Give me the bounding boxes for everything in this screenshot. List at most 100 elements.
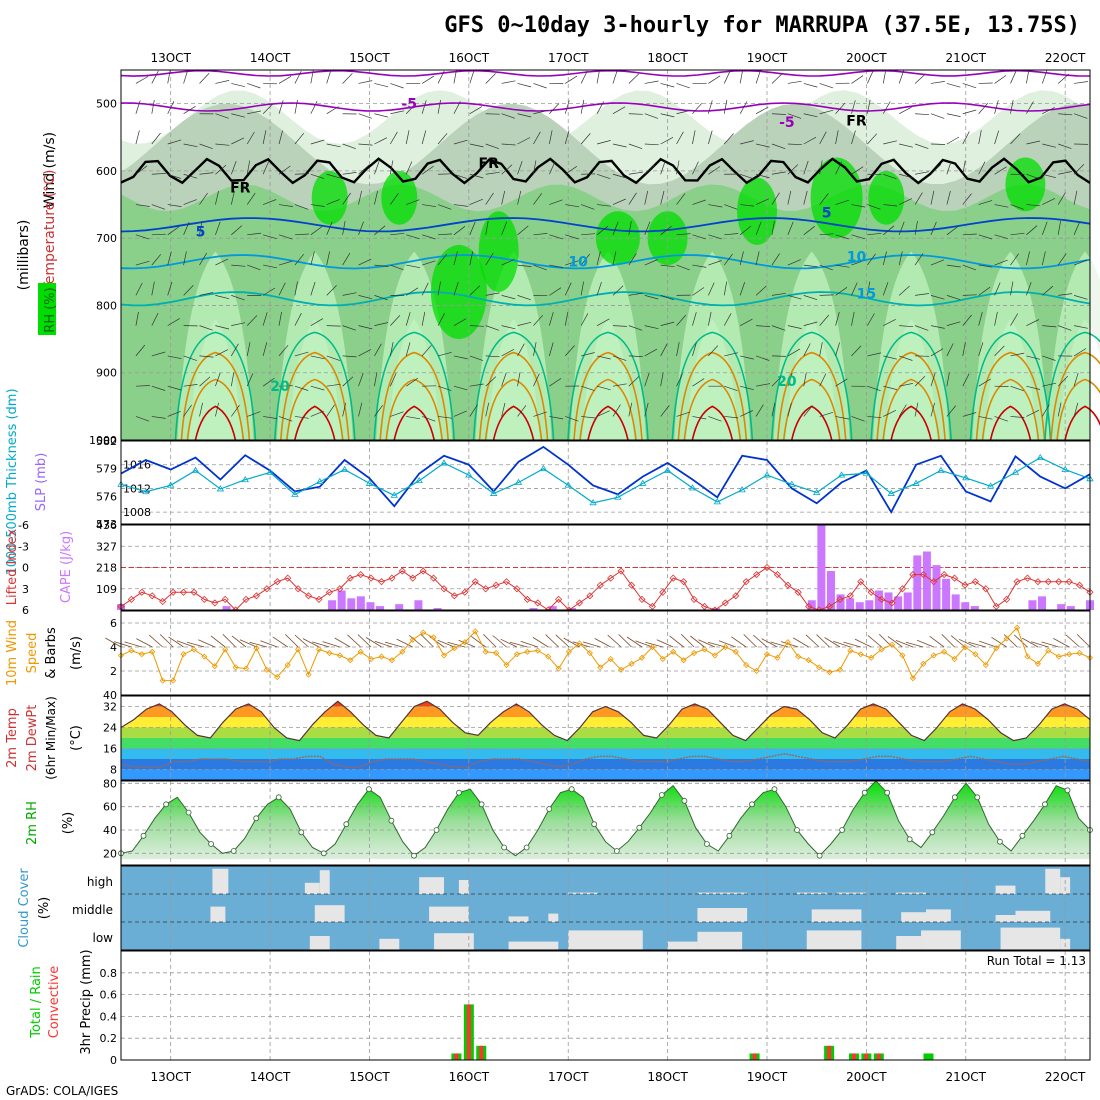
rh-marker bbox=[749, 801, 755, 808]
wind-barb bbox=[930, 81, 945, 84]
wind-barb-10m bbox=[311, 641, 330, 648]
wind-barb-10m bbox=[618, 634, 632, 648]
temp-frame bbox=[120, 695, 1091, 781]
li-tick-label: 0 bbox=[22, 562, 29, 575]
wind-barb bbox=[310, 173, 325, 179]
thickness-marker bbox=[365, 479, 374, 486]
x-tick-label-bottom: 22OCT bbox=[1045, 1070, 1086, 1084]
cape-tick-label: 327 bbox=[96, 540, 117, 553]
li-marker bbox=[940, 571, 948, 579]
wind-barb-10m bbox=[843, 641, 861, 648]
wind-barb bbox=[898, 221, 905, 235]
wind-barb bbox=[1026, 69, 1030, 84]
wind-barb bbox=[803, 295, 818, 301]
li-marker bbox=[607, 574, 615, 582]
wind-barb-10m bbox=[731, 636, 747, 648]
wind-barb bbox=[1041, 70, 1048, 84]
wind-speed-marker bbox=[597, 664, 604, 671]
li-marker bbox=[388, 574, 396, 582]
wind-barb bbox=[803, 83, 818, 88]
wind-barb bbox=[294, 253, 304, 266]
wind-barb-10m bbox=[1065, 634, 1080, 648]
wind-barb bbox=[151, 132, 161, 145]
rh-marker bbox=[456, 789, 462, 796]
wind-barb bbox=[692, 312, 697, 326]
wind-barb bbox=[851, 416, 865, 422]
wind-barb bbox=[469, 69, 475, 84]
rh-tick-label: 80 bbox=[103, 777, 117, 790]
rh-marker bbox=[906, 836, 913, 843]
wind-barb bbox=[485, 192, 494, 205]
wind-barb bbox=[771, 143, 786, 150]
wind-barb bbox=[692, 161, 699, 175]
wind-barb-10m bbox=[743, 634, 757, 648]
wind-speed-marker bbox=[263, 666, 270, 673]
wind-barb-10m bbox=[500, 638, 518, 648]
wind-barb bbox=[564, 311, 569, 326]
wind-speed-marker bbox=[357, 648, 364, 655]
wind-barb bbox=[549, 264, 564, 268]
wind-barb bbox=[326, 106, 339, 115]
wind-speed-marker bbox=[253, 645, 260, 652]
rh-marker bbox=[568, 786, 575, 793]
wind-barb bbox=[215, 325, 230, 330]
wind-barb bbox=[247, 264, 261, 271]
wind-barb-10m bbox=[148, 634, 163, 648]
wind-barb bbox=[501, 164, 513, 175]
cape-bar bbox=[903, 592, 912, 610]
wind-speed-marker bbox=[326, 649, 333, 657]
rh-marker bbox=[1064, 787, 1071, 794]
wind-barb bbox=[310, 226, 323, 236]
wind-barb bbox=[501, 295, 516, 300]
wind-barb bbox=[199, 325, 213, 331]
wind-barb bbox=[215, 349, 229, 357]
slp-tick-label: 1008 bbox=[123, 506, 151, 519]
wind-barb bbox=[231, 83, 245, 88]
wind-barb bbox=[1010, 232, 1025, 236]
li-axis-label: Lifted Index bbox=[5, 528, 20, 605]
wind-barb bbox=[580, 313, 589, 326]
rh-moist-area bbox=[381, 170, 418, 225]
wind-barb bbox=[278, 416, 293, 422]
wind-barb bbox=[580, 70, 588, 84]
wind-barb-10m bbox=[833, 640, 851, 648]
wind-barb bbox=[755, 106, 769, 115]
precip-bg bbox=[121, 951, 1090, 1060]
li-marker bbox=[148, 592, 156, 600]
wind-barb bbox=[628, 73, 640, 84]
cape-bar bbox=[567, 608, 576, 610]
wind-barb bbox=[517, 405, 527, 417]
wind-barb bbox=[517, 160, 523, 175]
wind-barb bbox=[278, 75, 292, 84]
wind-barb-10m bbox=[447, 641, 465, 648]
wind-speed-marker bbox=[440, 652, 448, 659]
wind-barb bbox=[246, 131, 255, 145]
wind-barb bbox=[438, 233, 453, 236]
wind-barb bbox=[215, 402, 219, 417]
wind-barb bbox=[787, 164, 799, 175]
wind-barb bbox=[501, 402, 506, 417]
li-marker bbox=[242, 595, 250, 603]
wind-barb bbox=[819, 411, 834, 417]
wind-barb bbox=[899, 383, 913, 387]
wind-barb bbox=[358, 402, 363, 417]
cloud-block-high bbox=[458, 880, 469, 894]
wind-barb bbox=[835, 161, 842, 175]
wind-barb bbox=[453, 204, 468, 207]
cloud-level-low: low bbox=[93, 931, 114, 945]
wind-barb bbox=[390, 131, 398, 145]
wind-barb bbox=[485, 253, 494, 266]
wind-barb bbox=[946, 264, 961, 268]
wind-barb bbox=[628, 220, 632, 235]
wind-barb bbox=[883, 409, 897, 417]
wind-barb bbox=[565, 234, 579, 240]
wind-barb bbox=[915, 171, 929, 175]
wind-label-1: 10m Wind bbox=[5, 620, 20, 686]
wind-barb bbox=[310, 204, 325, 207]
wind-barb bbox=[708, 345, 719, 357]
wind-barb bbox=[755, 198, 769, 205]
wind-barb-10m bbox=[635, 640, 653, 648]
wind-barb-10m bbox=[968, 641, 986, 648]
cape-bar bbox=[337, 590, 346, 610]
x-tick-label-top: 17OCT bbox=[548, 51, 589, 65]
